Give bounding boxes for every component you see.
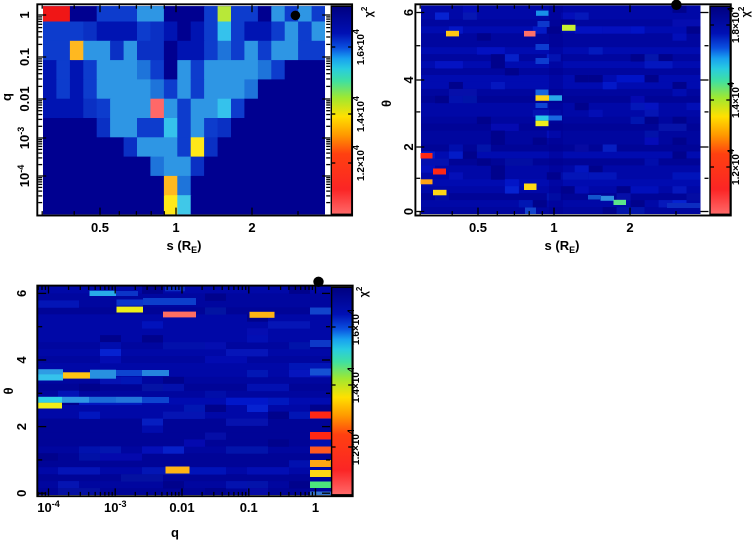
svg-text:q: q [0,93,14,101]
svg-text:0.01: 0.01 [17,86,32,111]
svg-text:4: 4 [401,76,416,84]
svg-text:q: q [171,525,179,540]
svg-text:s (RE): s (RE) [545,238,580,255]
svg-text:0.5: 0.5 [91,220,109,235]
svg-text:χ2: χ2 [355,286,370,297]
svg-text:0.5: 0.5 [469,220,487,235]
svg-text:θ: θ [1,387,16,394]
svg-text:1: 1 [312,500,319,515]
svg-text:χ2: χ2 [360,6,375,17]
svg-text:1: 1 [17,11,32,18]
svg-text:χ2: χ2 [737,6,752,17]
svg-text:0: 0 [14,490,29,497]
svg-text:2: 2 [14,423,29,430]
svg-text:1: 1 [172,220,179,235]
svg-text:0.1: 0.1 [17,48,32,66]
svg-text:s (RE): s (RE) [167,238,202,255]
svg-text:1: 1 [550,220,557,235]
svg-text:6: 6 [14,290,29,297]
svg-text:θ: θ [379,100,394,107]
svg-text:2: 2 [626,220,633,235]
svg-text:4: 4 [14,356,29,364]
svg-text:0: 0 [401,208,416,215]
svg-text:0.01: 0.01 [169,500,194,515]
svg-text:2: 2 [248,220,255,235]
svg-text:0.1: 0.1 [240,500,258,515]
svg-text:2: 2 [401,143,416,150]
svg-text:6: 6 [401,9,416,16]
